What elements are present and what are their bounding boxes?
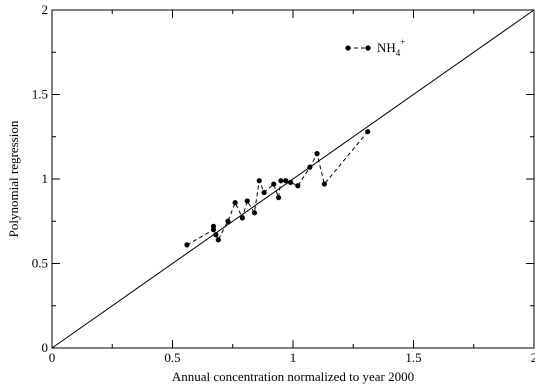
x-tick-label: 0 <box>49 350 56 365</box>
data-point <box>239 215 245 221</box>
x-tick-labels: 0 0.5 1 1.5 2 <box>49 350 535 365</box>
x-tick-label: 0.5 <box>164 350 180 365</box>
data-point <box>210 223 217 229</box>
data-point <box>232 200 238 206</box>
identity-reference-line <box>51 9 535 349</box>
x-tick-label: 1.5 <box>405 350 421 365</box>
data-point <box>307 164 313 170</box>
data-point <box>251 210 258 216</box>
y-axis-label: Polynomial regression <box>6 120 21 237</box>
legend-marker-left <box>345 45 351 51</box>
data-point <box>365 129 371 135</box>
y-tick-label: 0 <box>42 340 49 355</box>
data-point <box>256 178 262 184</box>
data-point <box>278 178 284 184</box>
data-point <box>287 179 294 185</box>
tick-marks <box>51 9 535 349</box>
series-line <box>186 131 369 246</box>
data-point <box>275 194 282 201</box>
x-tick-label: 1 <box>290 350 297 365</box>
data-point <box>261 189 267 196</box>
y-tick-label: 0.5 <box>32 256 48 271</box>
data-point <box>244 198 250 204</box>
data-point <box>321 181 327 187</box>
series-layer <box>184 129 371 248</box>
data-point <box>215 237 221 243</box>
y-tick-label: 2 <box>42 2 49 17</box>
x-axis-label: Annual concentration normalized to year … <box>172 369 414 384</box>
legend: NH4+ <box>345 37 405 58</box>
x-tick-label: 2 <box>531 350 535 365</box>
data-point <box>295 183 301 189</box>
legend-marker-right <box>365 45 371 51</box>
legend-label: NH4+ <box>377 37 405 58</box>
data-point <box>271 181 277 187</box>
data-point <box>225 218 231 224</box>
y-tick-label: 1.5 <box>32 87 48 102</box>
y-tick-label: 1 <box>42 171 49 186</box>
data-point <box>314 151 320 157</box>
y-tick-labels: 0 0.5 1 1.5 2 <box>32 2 48 355</box>
data-point <box>213 232 219 238</box>
data-point <box>283 178 289 184</box>
data-point <box>184 242 190 248</box>
